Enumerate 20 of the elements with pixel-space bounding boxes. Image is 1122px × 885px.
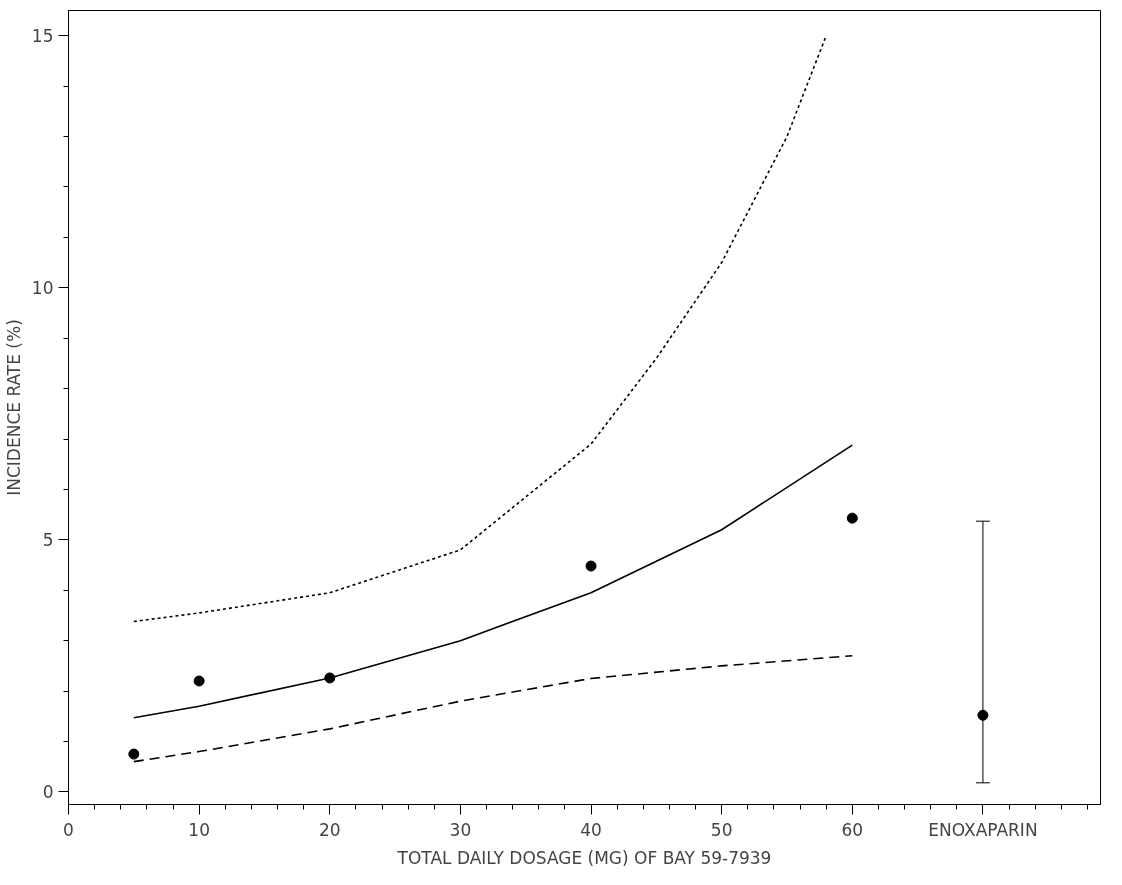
y-tick-label: 10 bbox=[31, 278, 54, 299]
x-tick-label: 50 bbox=[710, 819, 733, 840]
y-tick-label: 0 bbox=[42, 782, 54, 803]
point bbox=[193, 675, 205, 687]
x-tick-label: 60 bbox=[841, 819, 864, 840]
point bbox=[846, 512, 858, 524]
x-tick-label: 30 bbox=[449, 819, 472, 840]
x-tick-label: ENOXAPARIN bbox=[928, 819, 1038, 840]
point bbox=[128, 748, 140, 760]
x-tick-label: 10 bbox=[188, 819, 210, 840]
x-axis-title: TOTAL DAILY DOSAGE (MG) OF BAY 59-7939 bbox=[396, 847, 772, 868]
x-tick-label: 0 bbox=[63, 819, 74, 840]
x-tick-label: 40 bbox=[580, 819, 602, 840]
x-tick-label: 20 bbox=[318, 819, 341, 840]
y-tick-label: 5 bbox=[42, 530, 54, 551]
line-series bbox=[133, 444, 854, 719]
y-axis-title: INCIDENCE RATE (%) bbox=[3, 319, 24, 496]
point bbox=[977, 709, 989, 721]
y-tick-label: 15 bbox=[31, 26, 54, 47]
point bbox=[585, 560, 597, 572]
